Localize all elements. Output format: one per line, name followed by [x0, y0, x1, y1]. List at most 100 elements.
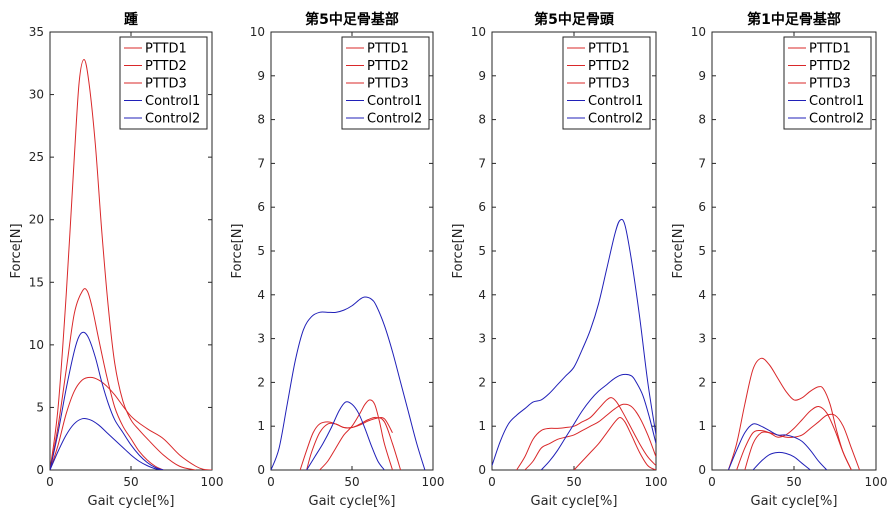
- y-tick-label: 30: [29, 88, 44, 102]
- y-tick-label: 10: [29, 338, 44, 352]
- y-tick-label: 6: [698, 200, 706, 214]
- y-tick-label: 10: [471, 25, 486, 39]
- series-line-pttd3: [50, 376, 212, 470]
- series-group: [50, 59, 212, 470]
- y-tick-label: 4: [698, 288, 706, 302]
- chart-title: 第5中足骨頭: [534, 11, 615, 28]
- y-tick-label: 0: [698, 463, 706, 477]
- y-tick-label: 1: [698, 419, 706, 433]
- y-tick-label: 5: [698, 244, 706, 258]
- series-group: [727, 357, 861, 470]
- legend-label: PTTD2: [588, 59, 630, 74]
- legend-label: Control1: [588, 94, 643, 109]
- legend-label: PTTD3: [367, 77, 409, 92]
- x-tick-label: 50: [786, 475, 801, 489]
- series-line-pttd2: [524, 403, 656, 470]
- legend-label: PTTD2: [367, 59, 409, 74]
- y-tick-label: 2: [257, 375, 265, 389]
- y-tick-label: 25: [29, 150, 44, 164]
- y-tick-label: 1: [257, 419, 265, 433]
- chart-panel-1: 0 5 10 15 20 25 30 35 0 50 100 踵 Gait cycle[%] Force[…: [9, 11, 223, 509]
- legend-label: Control1: [145, 94, 200, 109]
- x-tick-label: 100: [422, 475, 445, 489]
- x-axis-label: Gait cycle[%]: [88, 494, 175, 509]
- legend-label: PTTD3: [809, 77, 851, 92]
- y-tick-label: 7: [257, 156, 265, 170]
- y-tick-label: 9: [257, 69, 265, 83]
- legend-label: Control2: [145, 112, 200, 127]
- series-line-pttd2: [50, 288, 164, 470]
- x-tick-label: 0: [708, 475, 716, 489]
- x-tick-label: 50: [344, 475, 359, 489]
- y-tick-label: 4: [257, 288, 265, 302]
- legend: PTTD1 PTTD2 PTTD3 Control1 Control2: [341, 36, 430, 130]
- legend-label: Control2: [367, 112, 422, 127]
- series-line-pttd1: [50, 59, 196, 470]
- legend-label: PTTD1: [809, 42, 851, 57]
- y-tick-label: 5: [257, 244, 265, 258]
- y-tick-label: 9: [478, 69, 486, 83]
- y-tick-label: 9: [698, 69, 706, 83]
- y-tick-label: 8: [257, 113, 265, 127]
- legend-label: Control2: [588, 112, 643, 127]
- series-line-pttd2: [319, 399, 393, 470]
- chart-title: 第5中足骨基部: [305, 11, 399, 28]
- y-tick-label: 8: [698, 113, 706, 127]
- y-tick-label: 8: [478, 113, 486, 127]
- y-tick-label: 5: [478, 244, 486, 258]
- x-axis-label: Gait cycle[%]: [751, 494, 838, 509]
- series-group: [492, 218, 656, 470]
- series-line-control1: [727, 423, 828, 470]
- series-line-pttd3: [573, 416, 656, 470]
- x-tick-label: 0: [488, 475, 496, 489]
- y-tick-label: 3: [478, 332, 486, 346]
- y-tick-label: 6: [257, 200, 265, 214]
- y-tick-label: 1: [478, 419, 486, 433]
- legend-label: Control1: [809, 94, 864, 109]
- y-tick-label: 15: [29, 275, 44, 289]
- y-tick-label: 2: [698, 375, 706, 389]
- series-group: [271, 296, 426, 470]
- y-axis-label: Force[N]: [451, 223, 466, 278]
- x-tick-label: 50: [566, 475, 581, 489]
- x-tick-label: 0: [46, 475, 54, 489]
- y-axis-label: Force[N]: [9, 223, 24, 278]
- series-line-control1: [271, 296, 426, 470]
- y-tick-label: 0: [36, 463, 44, 477]
- series-line-control1: [50, 331, 164, 470]
- legend-label: PTTD3: [588, 77, 630, 92]
- series-line-pttd1: [516, 397, 656, 470]
- x-tick-label: 100: [645, 475, 668, 489]
- legend-label: PTTD3: [145, 77, 187, 92]
- y-tick-label: 20: [29, 213, 44, 227]
- y-tick-label: 0: [478, 463, 486, 477]
- y-tick-label: 35: [29, 25, 44, 39]
- legend-label: Control2: [809, 112, 864, 127]
- x-tick-label: 100: [201, 475, 224, 489]
- legend: PTTD1 PTTD2 PTTD3 Control1 Control2: [783, 36, 872, 130]
- series-line-control2: [752, 451, 811, 470]
- series-line-control2: [50, 417, 164, 470]
- y-tick-label: 7: [478, 156, 486, 170]
- x-tick-label: 100: [865, 475, 888, 489]
- y-tick-label: 2: [478, 375, 486, 389]
- x-axis-label: Gait cycle[%]: [531, 494, 618, 509]
- legend-label: PTTD2: [145, 59, 187, 74]
- series-line-control1: [492, 218, 656, 466]
- series-line-control2: [540, 373, 656, 470]
- x-axis-label: Gait cycle[%]: [309, 494, 396, 509]
- chart-title: 踵: [124, 11, 138, 28]
- y-tick-label: 3: [698, 332, 706, 346]
- y-tick-label: 0: [257, 463, 265, 477]
- y-axis-label: Force[N]: [671, 223, 686, 278]
- y-tick-label: 6: [478, 200, 486, 214]
- y-tick-label: 7: [698, 156, 706, 170]
- y-tick-label: 3: [257, 332, 265, 346]
- series-line-pttd2: [736, 405, 852, 470]
- legend: PTTD1 PTTD2 PTTD3 Control1 Control2: [119, 36, 208, 130]
- legend-label: Control1: [367, 94, 422, 109]
- series-line-pttd3: [306, 416, 393, 470]
- x-tick-label: 0: [267, 475, 275, 489]
